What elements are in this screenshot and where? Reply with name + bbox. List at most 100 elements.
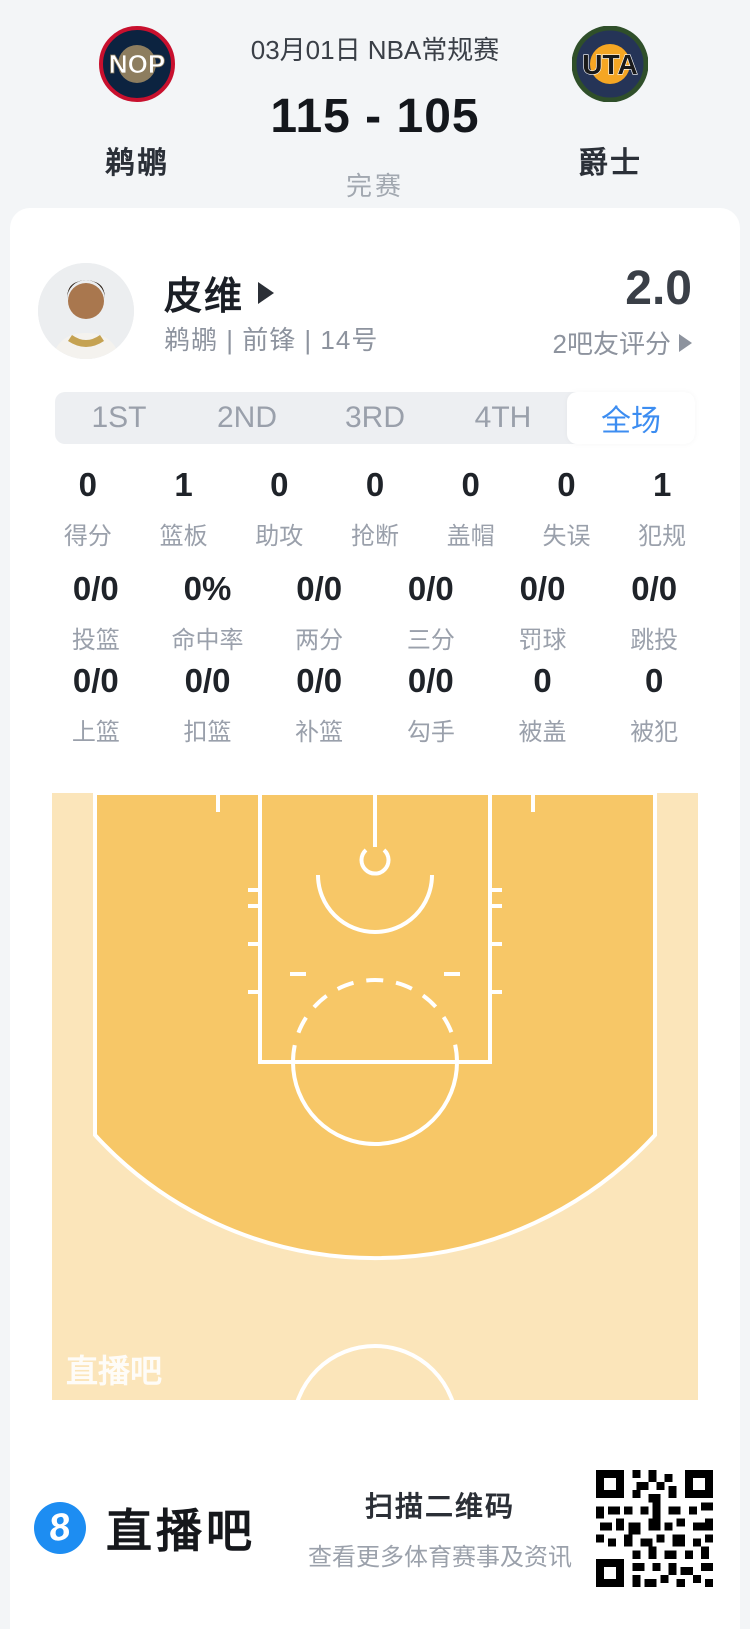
stat-label: 被盖 [518,719,567,746]
stat-value: 0 [365,466,385,503]
svg-text:UTA: UTA [582,49,637,80]
stat-value: 0/0 [519,570,566,607]
stat-label: 三分 [406,627,455,654]
stat-value: 0/0 [296,570,343,607]
stat-hook: 0/0 勾手 [375,662,487,747]
stat-label: 失误 [542,523,591,550]
stat-value: 0/0 [72,570,119,607]
stat-label: 抢断 [351,523,400,550]
stat-label: 上篮 [71,719,120,746]
stat-value: 1 [174,466,193,503]
rating-caret-icon [679,333,692,352]
stat-value: 0/0 [407,570,454,607]
stat-label: 扣篮 [183,719,232,746]
stat-value: 0 [533,662,552,699]
stat-dunk: 0/0 扣篮 [152,662,264,747]
stat-assists: 0 助攻 [231,466,327,551]
qr-code-icon [596,1469,713,1587]
stat-label: 跳投 [630,627,679,654]
tab-2nd[interactable]: 2ND [216,401,277,434]
player-detail-card: 皮维 鹈鹕 | 前锋 | 14号 2.0 2吧友评分 1ST 2ND 3RD 4… [10,208,740,1629]
stat-blocks: 0 盖帽 [423,466,519,551]
svg-text:NOP: NOP [109,49,165,79]
stat-label: 得分 [63,523,112,550]
stat-fg-pct: 0% 命中率 [152,570,264,655]
stat-2pt: 0/0 两分 [263,570,375,655]
stat-value: 1 [652,466,672,503]
stat-ft: 0/0 罚球 [487,570,599,655]
stat-value: 0/0 [72,662,119,699]
player-avatar-image [38,263,134,359]
player-meta: 鹈鹕 | 前锋 | 14号 [164,325,379,355]
stat-fg: 0/0 投篮 [40,570,152,655]
stat-value: 0 [270,466,289,503]
rating-link-label: 2吧友评分 [552,329,671,359]
stat-label: 命中率 [171,627,244,654]
match-header: NOP 鹈鹕 03月01日 NBA常规赛 115 - 105 完赛 UTA 爵士 [0,0,750,225]
player-name-dropdown[interactable]: 皮维 [164,265,378,320]
stat-value: 0/0 [184,662,231,699]
stat-value: 0/0 [407,662,454,699]
quarter-tab-bar: 1ST 2ND 3RD 4TH 全场 [55,392,695,444]
stat-label: 盖帽 [446,523,495,550]
player-caret-icon [258,281,275,304]
match-date: 03月01日 NBA常规赛 [250,35,500,65]
stat-3pt: 0/0 三分 [375,570,487,655]
stat-label: 助攻 [255,523,304,550]
stat-value: 0/0 [296,662,343,699]
away-team: UTA 爵士 [525,26,695,182]
home-team-logo-icon: NOP [99,26,175,102]
stats-row-shot-types: 0/0 上篮 0/0 扣篮 0/0 补篮 0/0 勾手 0 被盖 0 被犯 [40,662,710,747]
qr-caption: 扫描二维码 查看更多体育赛事及资讯 [308,1485,572,1572]
stat-putback: 0/0 补篮 [263,662,375,747]
rating-link[interactable]: 2吧友评分 [553,324,692,361]
away-team-name: 爵士 [578,147,642,180]
stat-value: 0 [557,466,576,503]
stat-steals: 0 抢断 [327,466,423,551]
stat-label: 篮板 [159,523,208,550]
stat-jumpshot: 0/0 跳投 [598,570,710,655]
basketball-court-image: 直播吧 [52,791,698,1512]
footer: 8 直播吧 扫描二维码 查看更多体育赛事及资讯 [34,1448,713,1608]
stats-row-basic: 0 得分 1 篮板 0 助攻 0 抢断 0 盖帽 0 失误 [40,466,710,551]
zhibo8-logo-icon: 8 [34,1502,86,1554]
stat-rebounds: 1 篮板 [136,466,232,551]
stat-turnovers: 0 失误 [519,466,615,551]
stat-points: 0 得分 [40,466,136,551]
stats-row-shooting: 0/0 投篮 0% 命中率 0/0 两分 0/0 三分 0/0 罚球 0/0 跳… [40,570,710,655]
stat-blocked: 0 被盖 [487,662,599,747]
tab-4th[interactable]: 4TH [474,401,532,434]
tab-1st[interactable]: 1ST [91,401,147,434]
qr-subtitle: 查看更多体育赛事及资讯 [308,1543,572,1571]
stat-fouled: 0 被犯 [598,662,710,747]
tab-full-game[interactable]: 全场 [567,392,695,444]
stat-label: 勾手 [406,719,455,746]
court-watermark: 直播吧 [66,1353,162,1389]
qr-title: 扫描二维码 [364,1490,515,1522]
match-center-info: 03月01日 NBA常规赛 115 - 105 完赛 [185,30,565,203]
player-info: 皮维 鹈鹕 | 前锋 | 14号 [164,263,378,359]
stat-layup: 0/0 上篮 [40,662,152,747]
rating-value: 2.0 [625,262,692,315]
stat-value: 0% [183,570,232,607]
rating-block: 2.0 2吧友评分 [553,261,692,361]
home-team: NOP 鹈鹕 [52,26,222,182]
match-score: 115 - 105 [270,90,480,143]
zhibo8-logo-digit: 8 [46,1505,74,1550]
stat-fouls: 1 犯规 [614,466,710,551]
brand-name: 直播吧 [106,1505,256,1557]
tab-3rd[interactable]: 3RD [344,401,405,434]
stat-label: 两分 [295,627,344,654]
stat-label: 被犯 [630,719,679,746]
stat-label: 罚球 [518,627,567,654]
stat-value: 0 [78,466,98,503]
player-avatar [38,263,134,359]
stat-label: 投篮 [71,627,120,654]
stat-label: 补篮 [295,719,344,746]
stat-value: 0 [461,466,480,503]
away-team-logo-icon: UTA [572,26,648,102]
player-row: 皮维 鹈鹕 | 前锋 | 14号 2.0 2吧友评分 [38,255,692,367]
stat-label: 犯规 [638,523,687,550]
player-name: 皮维 [164,276,245,318]
